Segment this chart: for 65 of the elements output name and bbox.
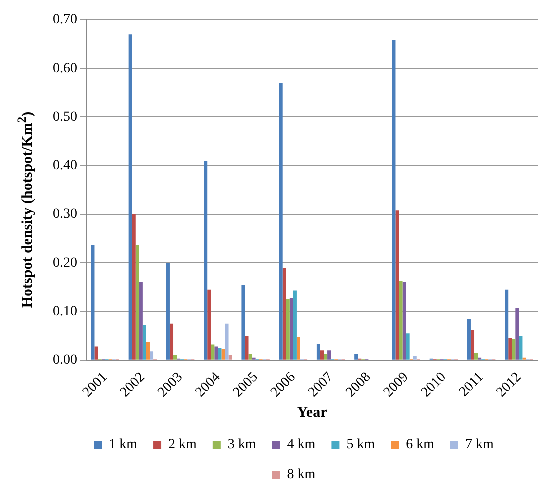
bar: [505, 290, 509, 360]
bar: [245, 336, 249, 360]
bar: [296, 336, 300, 360]
bar: [402, 282, 406, 360]
bar: [413, 356, 417, 360]
bar: [399, 281, 403, 360]
bar: [142, 325, 146, 360]
legend-label: 8 km: [287, 468, 316, 483]
bar: [282, 268, 286, 360]
bar: [136, 245, 140, 360]
bar: [225, 324, 229, 360]
legend-label: 3 km: [228, 438, 256, 453]
bar: [146, 342, 150, 360]
bar: [467, 318, 471, 360]
bar: [290, 298, 294, 360]
y-tick-label: 0.00: [53, 352, 78, 368]
bar: [91, 245, 95, 360]
bar: [406, 334, 410, 360]
y-tick-label: 0.30: [53, 207, 78, 222]
bar: [211, 344, 215, 360]
bar: [286, 300, 290, 360]
bar: [508, 338, 512, 360]
y-tick-label: 0.60: [53, 61, 78, 76]
bar: [516, 308, 520, 360]
legend-label: 2 km: [168, 438, 198, 453]
bar: [150, 352, 154, 360]
bar: [328, 350, 332, 360]
bar: [248, 354, 252, 360]
bar: [204, 160, 208, 360]
bar: [392, 40, 396, 360]
bar: [242, 284, 246, 360]
legend-label: 1 km: [109, 438, 138, 453]
legend-label: 4 km: [287, 438, 316, 453]
y-tick-label: 0.10: [53, 304, 78, 320]
bar: [519, 336, 523, 360]
bar: [293, 290, 297, 360]
bar: [214, 346, 218, 360]
bar: [228, 355, 232, 360]
bar: [474, 353, 478, 360]
y-tick-label: 0.40: [53, 158, 78, 174]
bar: [470, 330, 475, 360]
bar: [170, 324, 174, 360]
bar: [139, 282, 143, 360]
legend-label: 7 km: [465, 438, 494, 453]
bar: [396, 210, 400, 360]
bar: [512, 339, 516, 360]
bar: [218, 348, 222, 360]
bar: [316, 344, 320, 360]
bar: [166, 263, 170, 360]
y-tick-label: 0.20: [53, 256, 78, 271]
x-axis-title: Year: [297, 404, 328, 421]
bar: [324, 354, 328, 360]
bar: [128, 34, 132, 360]
legend-label: 5 km: [346, 438, 376, 453]
legend-label: 6 km: [406, 438, 435, 453]
bar: [94, 346, 98, 360]
y-tick-label: 0.70: [53, 12, 78, 28]
bar: [279, 83, 283, 360]
bar: [174, 355, 178, 360]
bar: [320, 350, 324, 360]
bar: [132, 214, 136, 360]
bar: [208, 290, 212, 360]
bar: [354, 354, 358, 360]
bar: [222, 349, 226, 360]
y-tick-label: 0.50: [53, 110, 78, 125]
